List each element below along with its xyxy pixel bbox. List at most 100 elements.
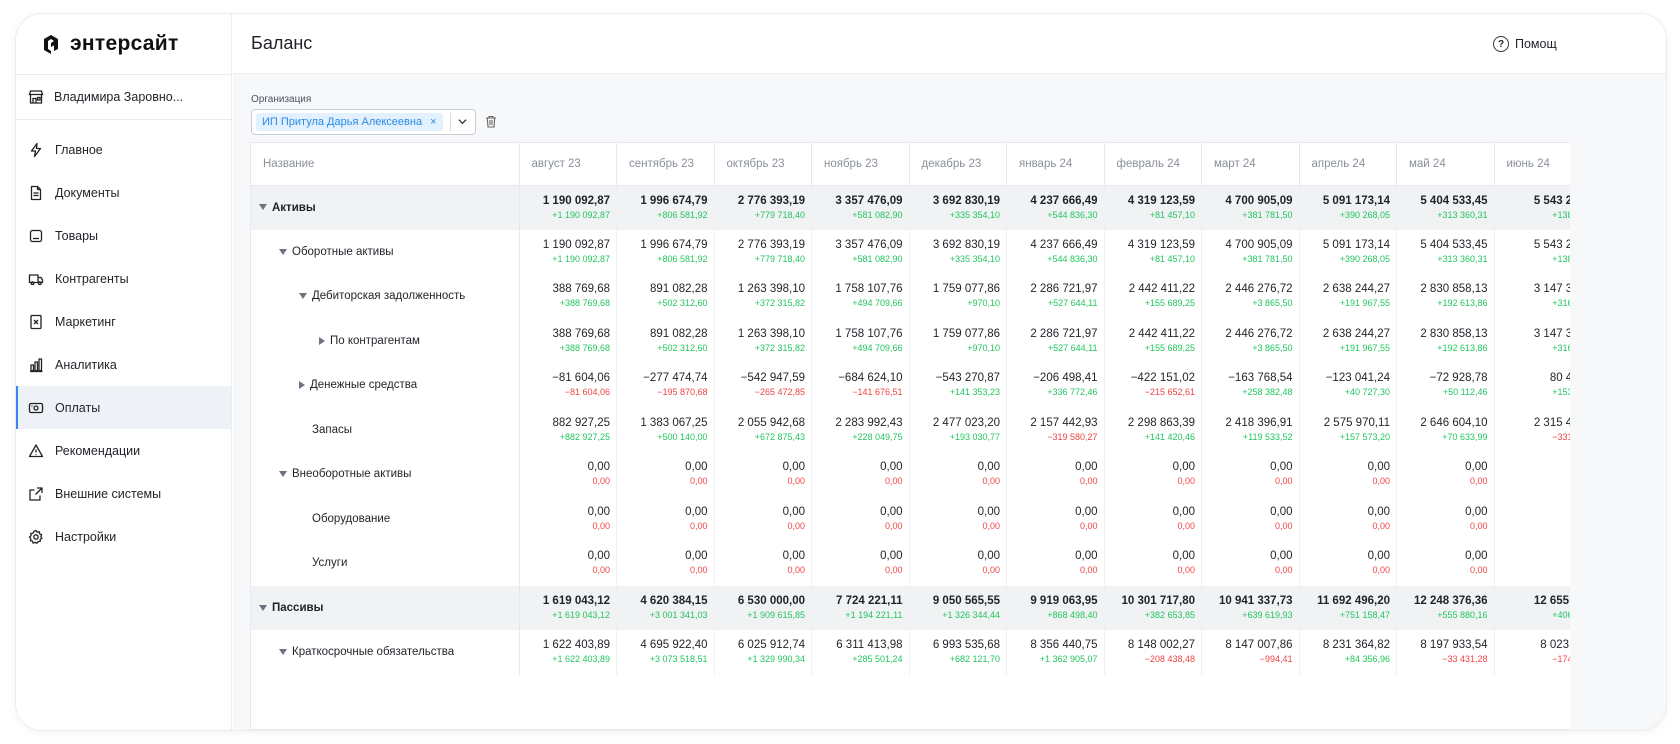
- collapse-toggle-icon[interactable]: [299, 293, 307, 300]
- balance-change: 0,00: [1469, 476, 1488, 487]
- value-cell: 1 383 067,25 +500 140,00: [616, 407, 715, 452]
- sidebar-item-documents[interactable]: Документы: [16, 171, 231, 214]
- balance-value: 0,00: [782, 505, 805, 518]
- balance-value: 388 769,68: [552, 327, 610, 340]
- value-cell: 4 700 905,09 +381 781,50: [1201, 229, 1300, 274]
- collapse-toggle-icon[interactable]: [279, 471, 287, 478]
- column-header-month[interactable]: июнь 24: [1494, 143, 1570, 186]
- balance-value: 0,00: [685, 550, 708, 563]
- balance-change: +285 501,24: [852, 654, 903, 665]
- brand-logo[interactable]: энтерсайт: [16, 14, 231, 74]
- balance-change: +388 769,68: [559, 342, 610, 353]
- balance-change: +868 498,40: [1047, 609, 1098, 620]
- expand-toggle-icon[interactable]: [299, 381, 305, 390]
- column-header-month[interactable]: август 23: [519, 143, 617, 186]
- balance-value: 8 231 364,82: [1322, 639, 1390, 652]
- brand-name: энтерсайт: [70, 32, 179, 55]
- value-cell: −277 474,74 −195 870,68: [616, 363, 715, 408]
- sidebar-item-settings[interactable]: Настройки: [16, 515, 231, 558]
- balance-change: +639 619,93: [1242, 609, 1293, 620]
- balance-value: 0,00: [977, 550, 1000, 563]
- collapse-toggle-icon[interactable]: [279, 248, 287, 255]
- balance-value: 0,00: [685, 505, 708, 518]
- sidebar-item-payments[interactable]: Оплаты: [16, 386, 231, 429]
- help-button[interactable]: ? Помощ: [1493, 14, 1557, 74]
- balance-change: +313 360,31: [1437, 209, 1488, 220]
- chevron-down-icon[interactable]: [458, 117, 467, 126]
- sidebar-item-home[interactable]: Главное: [16, 128, 231, 171]
- organization-switcher[interactable]: Владимира Заровно...: [16, 74, 231, 120]
- balance-change: +1 362 905,07: [1039, 654, 1098, 665]
- balance-value: 2 157 442,93: [1030, 416, 1098, 429]
- balance-value: 0,00: [1465, 505, 1488, 518]
- table-row: Денежные средства −81 604,06 −81 604,06 −27…: [251, 363, 1570, 408]
- value-cell: 891 082,28 +502 312,60: [616, 274, 715, 319]
- column-header-month[interactable]: май 24: [1396, 143, 1495, 186]
- collapse-toggle-icon[interactable]: [259, 604, 267, 611]
- balance-change: 0,00: [1079, 565, 1098, 576]
- column-header-month[interactable]: ноябрь 23: [811, 143, 910, 186]
- sidebar-item-contractors[interactable]: Контрагенты: [16, 257, 231, 300]
- trash-icon[interactable]: [485, 115, 497, 128]
- balance-change: +191 967,55: [1339, 342, 1390, 353]
- organization-select[interactable]: ИП Притула Дарья Алексеевна ×: [251, 109, 476, 135]
- value-cell: 1 759 077,86 +970,10: [909, 318, 1007, 363]
- column-header-name[interactable]: Название: [251, 143, 520, 186]
- balance-value: 0,00: [880, 461, 903, 474]
- balance-change: +141 420,46: [1144, 431, 1195, 442]
- balance-value: 2 638 244,27: [1322, 283, 1390, 296]
- balance-change: 0,00: [1177, 565, 1195, 576]
- balance-change: 0,00: [592, 520, 610, 531]
- balance-value: 1 190 092,87: [542, 238, 610, 251]
- balance-value: 0,00: [685, 461, 708, 474]
- balance-value: 0,00: [782, 461, 805, 474]
- column-header-month[interactable]: март 24: [1201, 143, 1300, 186]
- value-cell: 0,00 0,00: [1104, 541, 1202, 586]
- balance-change: −195 870,68: [657, 387, 708, 398]
- collapse-toggle-icon[interactable]: [259, 204, 267, 211]
- balance-value: 12 248 376,36: [1413, 594, 1488, 607]
- column-header-month[interactable]: декабрь 23: [909, 143, 1007, 186]
- value-cell: 1 758 107,76 +494 709,66: [811, 274, 910, 319]
- table-row: Оборудование 0,00 0,00 0,00 0,00 0,00 0,00 0,00…: [251, 496, 1570, 541]
- value-cell: 6 530 000,00 +1 909 615,85: [714, 585, 812, 630]
- balance-change: +228 049,75: [852, 431, 903, 442]
- balance-change: +382 653,85: [1144, 609, 1195, 620]
- balance-value: −72 928,78: [1429, 372, 1488, 385]
- sidebar-item-goods[interactable]: Товары: [16, 214, 231, 257]
- value-cell: 1 759 077,86 +970,10: [909, 274, 1007, 319]
- balance-change: −319 580,27: [1047, 431, 1098, 442]
- sidebar-item-label: Главное: [55, 142, 103, 157]
- column-header-month[interactable]: сентябрь 23: [616, 143, 715, 186]
- value-cell: 10 301 717,80 +382 653,85: [1104, 585, 1202, 630]
- value-cell: 891 082,28 +502 312,60: [616, 318, 715, 363]
- sidebar-item-external-systems[interactable]: Внешние системы: [16, 472, 231, 515]
- balance-change: +970,10: [967, 342, 1000, 353]
- value-cell: 4 620 384,15 +3 001 341,03: [616, 585, 715, 630]
- balance-value: 6 025 912,74: [737, 639, 805, 652]
- balance-value: −81 604,06: [552, 372, 610, 385]
- sidebar-item-recommendations[interactable]: Рекомендации: [16, 429, 231, 472]
- value-cell: 4 700 905,09 +381 781,50: [1201, 185, 1300, 230]
- balance-change: 0,00: [1079, 520, 1098, 531]
- sidebar-item-analytics[interactable]: Аналитика: [16, 343, 231, 386]
- column-header-month[interactable]: январь 24: [1006, 143, 1105, 186]
- column-header-month[interactable]: февраль 24: [1104, 143, 1202, 186]
- column-header-month[interactable]: октябрь 23: [714, 143, 812, 186]
- collapse-toggle-icon[interactable]: [279, 649, 287, 656]
- balance-value: −163 768,54: [1228, 372, 1293, 385]
- balance-change: 0,00: [689, 476, 708, 487]
- row-name-cell: Услуги: [251, 541, 520, 586]
- balance-change: +3 001 341,03: [649, 609, 708, 620]
- expand-toggle-icon[interactable]: [319, 336, 325, 345]
- column-header-month[interactable]: апрель 24: [1299, 143, 1397, 186]
- value-cell: 6 993 535,68 +682 121,70: [909, 630, 1007, 675]
- table-row: Услуги 0,00 0,00 0,00 0,00 0,00 0,00 0,00 0,00 0,…: [251, 541, 1570, 586]
- sidebar-item-marketing[interactable]: Маркетинг: [16, 300, 231, 343]
- balance-change: 0,00: [1469, 565, 1488, 576]
- balance-change: +500 140,00: [657, 431, 708, 442]
- value-cell: −543 270,87 +141 353,23: [909, 363, 1007, 408]
- value-cell: 6 311 413,98 +285 501,24: [811, 630, 910, 675]
- chip-remove-icon[interactable]: ×: [430, 116, 437, 128]
- balance-value: 9 919 063,95: [1030, 594, 1098, 607]
